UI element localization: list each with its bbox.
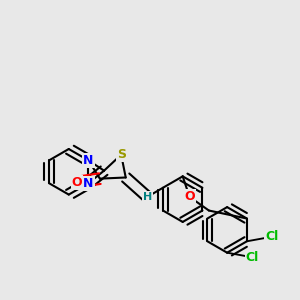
- Text: O: O: [72, 176, 83, 189]
- Text: N: N: [83, 154, 94, 167]
- Text: H: H: [143, 192, 152, 202]
- Text: Cl: Cl: [246, 251, 259, 264]
- Text: O: O: [184, 190, 195, 203]
- Text: Cl: Cl: [265, 230, 279, 243]
- Text: N: N: [83, 177, 94, 190]
- Text: S: S: [117, 148, 126, 161]
